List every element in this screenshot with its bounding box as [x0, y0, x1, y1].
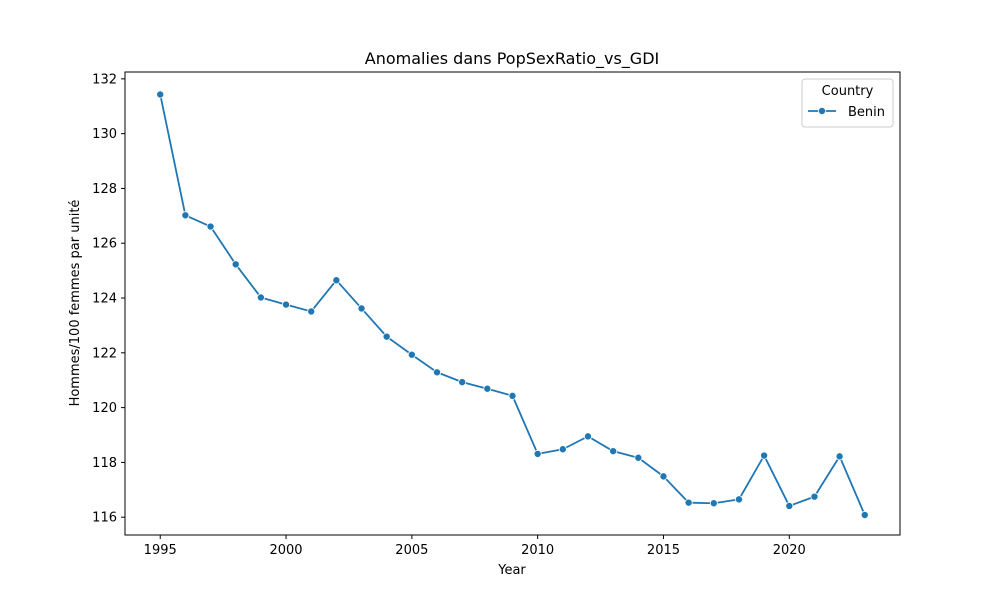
legend-box: [801, 78, 894, 128]
x-tick-label: 2005: [395, 543, 428, 558]
data-point: [433, 368, 442, 377]
x-tick-label: 2010: [521, 543, 554, 558]
x-axis-label: Year: [497, 563, 526, 578]
data-point: [307, 307, 316, 316]
y-tick-label: 118: [92, 456, 117, 471]
y-tick-label: 124: [92, 292, 117, 307]
data-point: [860, 511, 869, 520]
data-point: [156, 90, 165, 99]
data-point: [181, 211, 190, 220]
data-point: [785, 501, 794, 510]
data-point: [558, 445, 567, 454]
data-point: [382, 332, 391, 341]
y-tick-label: 122: [92, 346, 117, 361]
y-tick-label: 132: [92, 72, 117, 87]
legend-title: Country: [822, 84, 874, 99]
data-point: [282, 300, 291, 309]
data-point: [332, 276, 341, 285]
data-point: [407, 350, 416, 359]
series-points: [156, 90, 869, 520]
data-point: [609, 447, 618, 456]
data-point: [533, 449, 542, 458]
legend-series-label: Benin: [848, 105, 885, 120]
data-point: [709, 499, 718, 508]
axes-frame: [124, 71, 901, 536]
y-tick-label: 116: [92, 511, 117, 526]
plot-area: 1995 2000 2005 2010 2015 2020 116 118 120 122 124…: [92, 71, 901, 558]
data-point: [760, 451, 769, 460]
legend-series-marker: [818, 107, 827, 116]
data-point: [483, 384, 492, 393]
data-point: [256, 293, 265, 302]
legend: Country Benin: [801, 78, 894, 128]
data-point: [634, 453, 643, 462]
y-axis-ticks: 116 118 120 122 124 126 128 130 132: [92, 72, 125, 526]
y-axis-label: Hommes/100 femmes par unité: [68, 200, 83, 407]
data-point: [206, 222, 215, 231]
data-point: [810, 492, 819, 501]
data-point: [734, 495, 743, 504]
data-point: [684, 498, 693, 507]
x-tick-label: 2015: [647, 543, 680, 558]
x-axis-ticks: 1995 2000 2005 2010 2015 2020: [144, 535, 806, 558]
data-point: [231, 260, 240, 269]
data-point: [659, 472, 668, 481]
chart-title: Anomalies dans PopSexRatio_vs_GDI: [365, 49, 659, 69]
y-tick-label: 130: [92, 127, 117, 142]
y-tick-label: 126: [92, 237, 117, 252]
data-point: [583, 432, 592, 441]
x-tick-label: 2020: [773, 543, 806, 558]
data-point: [458, 378, 467, 387]
data-point: [508, 391, 517, 400]
y-tick-label: 120: [92, 401, 117, 416]
y-tick-label: 128: [92, 182, 117, 197]
x-tick-label: 2000: [269, 543, 302, 558]
x-tick-label: 1995: [144, 543, 177, 558]
data-point: [835, 452, 844, 461]
data-point: [357, 304, 366, 313]
